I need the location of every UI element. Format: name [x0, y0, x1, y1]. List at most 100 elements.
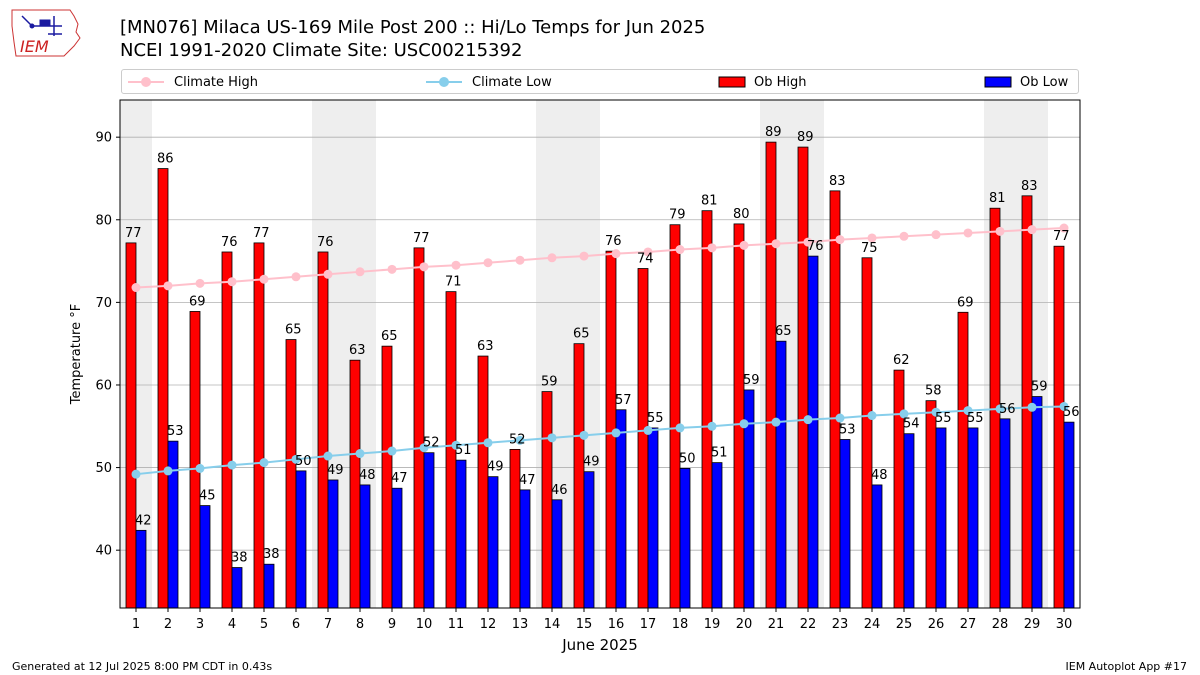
ob-high-label-9: 65 [381, 329, 398, 344]
ob-low-label-2: 53 [167, 424, 184, 439]
ob-low-label-17: 55 [647, 411, 664, 426]
ob-low-bar-17 [647, 427, 659, 608]
climate-high-point-26 [931, 230, 941, 240]
bars [125, 141, 1075, 608]
x-tick-label-5: 5 [260, 617, 268, 632]
climate-high-point-10 [419, 262, 429, 272]
climate-low-point-24 [867, 411, 877, 421]
climate-low-point-28 [995, 404, 1005, 414]
ob-low-label-29: 59 [1031, 380, 1048, 395]
climate-low-point-30 [1059, 401, 1069, 411]
climate-low-point-29 [1027, 402, 1037, 412]
ob-low-label-5: 38 [263, 547, 280, 562]
x-tick-label-26: 26 [928, 617, 945, 632]
ob-low-bar-23 [839, 439, 851, 608]
climate-high-point-15 [579, 251, 589, 261]
logo-text: IEM [20, 37, 49, 56]
ob-high-bar-23 [829, 190, 841, 608]
legend-label-ob-high: Ob High [754, 74, 807, 90]
ob-low-label-10: 52 [423, 436, 440, 451]
x-tick-label-3: 3 [196, 617, 204, 632]
climate-low-point-18 [675, 423, 685, 433]
x-tick-label-10: 10 [416, 617, 433, 632]
climate-high-point-6 [291, 272, 301, 282]
climate-low-point-7 [323, 451, 333, 461]
x-tick-label-4: 4 [228, 617, 236, 632]
y-axis-label: Temperature °F [69, 304, 84, 405]
ob-high-bar-11 [445, 291, 457, 608]
ob-high-label-15: 65 [573, 327, 590, 342]
ob-high-bar-8 [349, 359, 361, 608]
ob-low-bar-2 [167, 440, 179, 608]
y-tick-label-50: 50 [95, 461, 112, 476]
ob-low-bar-1 [135, 529, 147, 608]
ob-high-bar-3 [189, 311, 201, 608]
x-tick-label-16: 16 [608, 617, 625, 632]
climate-low-point-25 [899, 409, 909, 419]
ob-low-bar-30 [1063, 421, 1075, 608]
ob-low-bar-3 [199, 505, 211, 608]
legend-label-climate-low: Climate Low [472, 74, 552, 90]
ob-low-bar-13 [519, 489, 531, 608]
ob-low-label-27: 55 [967, 411, 984, 426]
climate-high-point-17 [643, 247, 653, 257]
ob-high-bar-22 [797, 146, 809, 608]
ob-low-bar-14 [551, 499, 563, 608]
legend-swatch-ob-high [718, 76, 746, 88]
climate-high-point-5 [259, 274, 269, 284]
ob-high-label-5: 77 [253, 226, 270, 241]
ob-low-bar-4 [231, 567, 243, 608]
climate-high-point-11 [451, 260, 461, 270]
ob-high-bar-24 [861, 257, 873, 608]
x-axis: 1 2 3 4 5 6 7 8 9 10 11 12 13 14 15 16 17 18 19 20 21 22 23 24 2… [132, 608, 1072, 632]
ob-low-label-9: 47 [391, 471, 408, 486]
ob-low-bar-7 [327, 479, 339, 608]
climate-high-point-30 [1059, 223, 1069, 233]
climate-low-point-16 [611, 428, 621, 438]
ob-low-bar-26 [935, 427, 947, 608]
ob-low-bar-11 [455, 459, 467, 608]
ob-high-bar-5 [253, 242, 265, 608]
x-tick-label-15: 15 [576, 617, 593, 632]
ob-low-label-8: 48 [359, 468, 376, 483]
climate-low-point-21 [771, 417, 781, 427]
ob-high-label-10: 77 [413, 231, 430, 246]
ob-high-label-13: 52 [509, 432, 526, 447]
climate-high-point-13 [515, 255, 525, 265]
legend-item-ob-low: Ob Low [984, 73, 1068, 91]
ob-low-label-14: 46 [551, 483, 568, 498]
climate-low-point-14 [547, 433, 557, 443]
climate-high-point-8 [355, 267, 365, 277]
chart-title: [MN076] Milaca US-169 Mile Post 200 :: H… [120, 17, 706, 38]
generated-timestamp: Generated at 12 Jul 2025 8:00 PM CDT in … [12, 660, 273, 673]
iem-logo: IEM [11, 9, 81, 57]
climate-high-point-25 [899, 231, 909, 241]
ob-low-bar-22 [807, 255, 819, 608]
app-credit: IEM Autoplot App #17 [1065, 660, 1188, 673]
x-tick-label-20: 20 [736, 617, 753, 632]
x-tick-label-23: 23 [832, 617, 849, 632]
climate-low-point-3 [195, 463, 205, 473]
ob-low-bar-21 [775, 340, 787, 608]
ob-high-bar-2 [157, 168, 169, 608]
y-axis: 40 50 60 70 80 90 [95, 131, 120, 559]
climate-low-point-23 [835, 413, 845, 423]
ob-high-label-29: 83 [1021, 179, 1038, 194]
climate-high-point-18 [675, 245, 685, 255]
iowa-outline [11, 9, 81, 57]
ob-high-bar-17 [637, 268, 649, 608]
x-axis-label: June 2025 [561, 636, 638, 654]
ob-low-bar-28 [999, 418, 1011, 608]
ob-low-label-25: 54 [903, 417, 920, 432]
climate-low-point-13 [515, 435, 525, 445]
climate-low-point-4 [227, 460, 237, 470]
ob-high-bar-1 [125, 242, 137, 608]
ob-low-label-24: 48 [871, 468, 888, 483]
ob-high-bar-12 [477, 355, 489, 608]
x-tick-label-25: 25 [896, 617, 913, 632]
climate-low-point-20 [739, 419, 749, 429]
ob-high-bar-25 [893, 369, 905, 608]
x-tick-label-18: 18 [672, 617, 689, 632]
ob-low-label-18: 50 [679, 451, 696, 466]
ob-low-label-4: 38 [231, 551, 248, 566]
